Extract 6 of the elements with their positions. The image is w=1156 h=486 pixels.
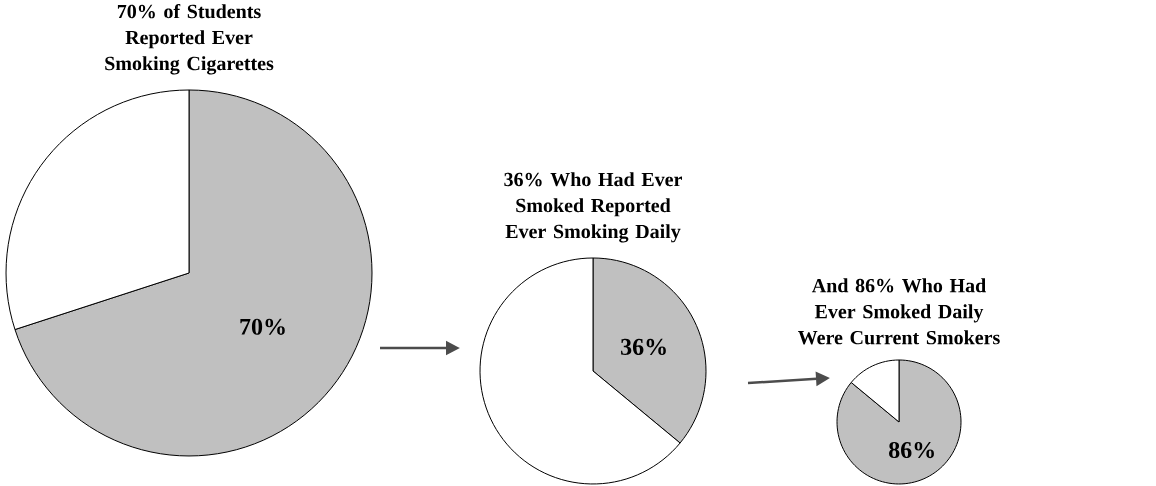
chart-title: 70% of Students Reported Ever Smoking Cigarettes bbox=[105, 3, 274, 75]
data-label: 36% bbox=[621, 338, 666, 356]
data-label: 86% bbox=[889, 441, 934, 459]
chart-title: And 86% Who Had Ever Smoked Daily Were Current Smokers bbox=[798, 278, 1000, 345]
chart-title: 36% Who Had Ever Smoked Reported Ever Smoking Daily bbox=[504, 172, 683, 243]
data-label: 70% bbox=[240, 318, 285, 335]
